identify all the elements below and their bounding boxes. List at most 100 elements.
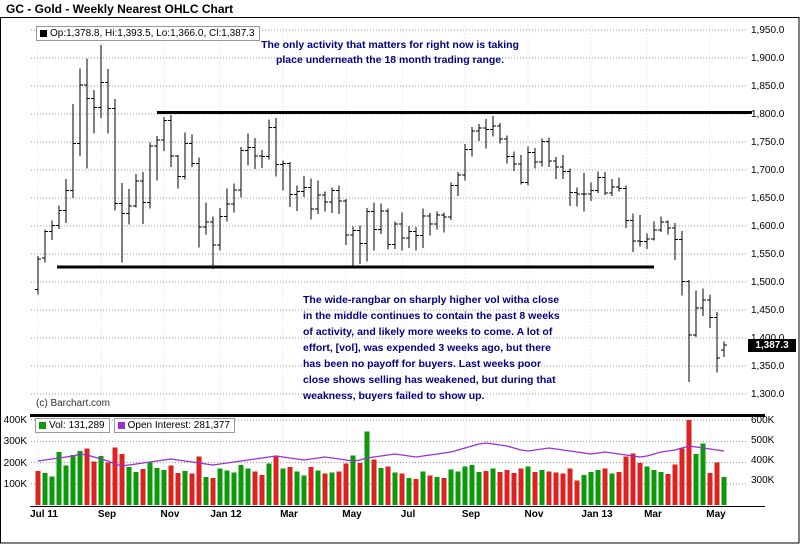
volume-bar — [112, 447, 118, 505]
volume-bar — [665, 474, 671, 505]
volume-bar — [301, 475, 307, 505]
volume-bar — [490, 468, 496, 505]
volume-bar — [196, 456, 202, 505]
volume-bar — [364, 431, 370, 505]
volume-bar — [427, 475, 433, 505]
volume-bar — [504, 469, 510, 505]
volume-bar — [308, 467, 314, 505]
volume-bar — [343, 463, 349, 505]
volume-bar — [385, 466, 391, 505]
volume-bar — [245, 468, 251, 505]
volume-bar — [161, 469, 167, 505]
volume-bar — [483, 471, 489, 505]
volume-bar — [238, 465, 244, 505]
volume-bar — [287, 467, 293, 505]
volume-bar — [413, 479, 419, 505]
volume-bar — [154, 467, 160, 505]
volume-bar — [693, 454, 699, 505]
volume-bar — [441, 477, 447, 505]
volume-bar — [56, 451, 62, 505]
volume-bar — [70, 455, 76, 505]
ohlc-legend-text: Op:1,378.8, Hi:1,393.5, Lo:1,366.0, Cl:1… — [50, 28, 255, 39]
volume-bar — [539, 469, 545, 505]
volume-bar — [63, 465, 69, 505]
ohlc-legend: Op:1,378.8, Hi:1,393.5, Lo:1,366.0, Cl:1… — [36, 26, 260, 41]
volume-bar — [560, 473, 566, 505]
volume-bar — [266, 463, 272, 505]
volume-bar — [553, 472, 559, 505]
volume-bar — [315, 470, 321, 505]
volume-bar — [189, 473, 195, 505]
volume-bar — [280, 468, 286, 505]
volume-bar — [91, 461, 97, 505]
volume-bar — [525, 466, 531, 505]
volume-bar — [350, 455, 356, 505]
volume-bar — [532, 472, 538, 505]
volume-bar — [679, 448, 685, 505]
volume-bar — [357, 462, 363, 505]
volume-swatch — [39, 422, 46, 429]
volume-bar — [294, 471, 300, 505]
volume-bar — [588, 472, 594, 505]
volume-bar — [686, 420, 692, 505]
open-interest-legend-text: Open Interest: 281,377 — [127, 420, 230, 431]
volume-bar — [609, 473, 615, 505]
volume-bar — [567, 468, 573, 505]
volume-bar — [231, 472, 237, 505]
volume-bar — [672, 464, 678, 505]
volume-bar — [497, 472, 503, 505]
volume-bar — [644, 466, 650, 505]
volume-bar — [595, 469, 601, 505]
volume-bar — [210, 477, 216, 505]
volume-bar — [476, 472, 482, 505]
volume-bar — [175, 473, 181, 505]
volume-bar — [637, 462, 643, 505]
volume-bar — [147, 462, 153, 505]
volume-bar — [455, 471, 461, 505]
volume-bar — [623, 456, 629, 505]
volume-bar — [434, 476, 440, 505]
chart-title: GC - Gold - Weekly Nearest OHLC Chart — [6, 2, 234, 16]
volume-bar — [651, 469, 657, 505]
open-interest-line — [37, 442, 725, 467]
volume-bar — [420, 471, 426, 505]
volume-bar — [392, 472, 398, 505]
volume-bar — [616, 472, 622, 505]
volume-bar — [224, 470, 230, 505]
volume-bar — [721, 477, 727, 505]
volume-bar — [406, 477, 412, 505]
volume-bar — [448, 469, 454, 505]
volume-bar — [105, 462, 111, 505]
volume-bar — [35, 471, 41, 505]
volume-bar — [469, 465, 475, 505]
volume-bar — [511, 473, 517, 505]
volume-bar — [49, 476, 55, 505]
volume-bar — [133, 472, 139, 505]
volume-bar — [581, 474, 587, 505]
volume-bar — [378, 467, 384, 505]
copyright-label: (c) Barchart.com — [36, 398, 110, 409]
annotation-middle: The wide-rangbar on sharply higher vol w… — [303, 294, 560, 402]
volume-bar — [371, 459, 377, 505]
volume-bar — [714, 462, 720, 505]
last-price-tag: 1,387.3 — [748, 339, 796, 352]
volume-bar — [217, 468, 223, 505]
volume-bar — [140, 468, 146, 505]
volume-bar — [42, 473, 48, 505]
volume-bar — [168, 465, 174, 505]
chart-border — [0, 17, 800, 544]
volume-bar — [700, 443, 706, 505]
volume-bar — [707, 473, 713, 505]
volume-bar — [329, 472, 335, 505]
volume-bar — [273, 455, 279, 505]
ohlc-legend-swatch — [40, 30, 47, 37]
volume-bar — [84, 448, 90, 505]
volume-bar — [399, 473, 405, 505]
volume-bar — [203, 476, 209, 505]
volume-bar — [574, 480, 580, 505]
volume-bar — [119, 454, 125, 505]
volume-bar — [322, 473, 328, 505]
volume-bar — [98, 456, 104, 505]
